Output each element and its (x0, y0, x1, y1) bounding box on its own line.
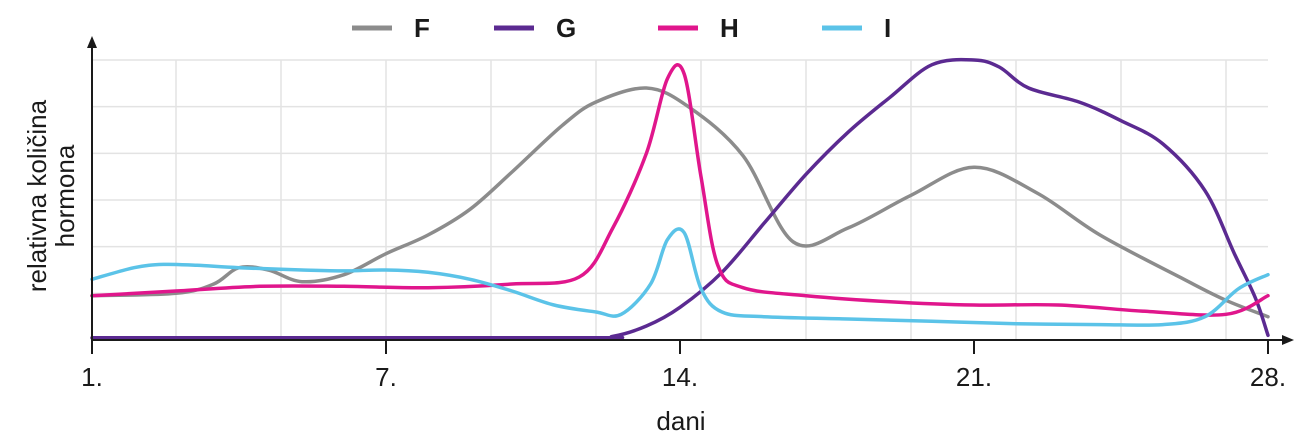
legend-label-H: H (720, 13, 739, 43)
axes (87, 36, 1294, 345)
y-axis-title: relativna količina hormona (22, 99, 80, 292)
series-layer (90, 57, 1270, 340)
x-tick-label: 7. (375, 362, 397, 392)
legend-label-F: F (414, 13, 430, 43)
series-line-F (90, 86, 1270, 319)
y-axis-title-line-2: hormona (50, 144, 80, 247)
legend-label-G: G (556, 13, 576, 43)
legend: F G H I (352, 13, 891, 43)
y-axis-title-line-1: relativna količina (22, 99, 52, 292)
legend-label-I: I (884, 13, 891, 43)
y-axis-arrow (87, 36, 97, 48)
series-line-H (90, 63, 1270, 317)
grid (92, 59, 1268, 340)
series-line-G (90, 57, 1270, 340)
x-axis-title: dani (656, 406, 705, 436)
x-tick-label: 21. (956, 362, 992, 392)
x-tick-label: 14. (662, 362, 698, 392)
x-axis-arrow (1282, 335, 1294, 345)
x-tick-label: 1. (81, 362, 103, 392)
x-ticks: 1. 7. 14. 21. 28. (81, 340, 1286, 392)
x-tick-label: 28. (1250, 362, 1286, 392)
series-line-I (90, 227, 1270, 327)
